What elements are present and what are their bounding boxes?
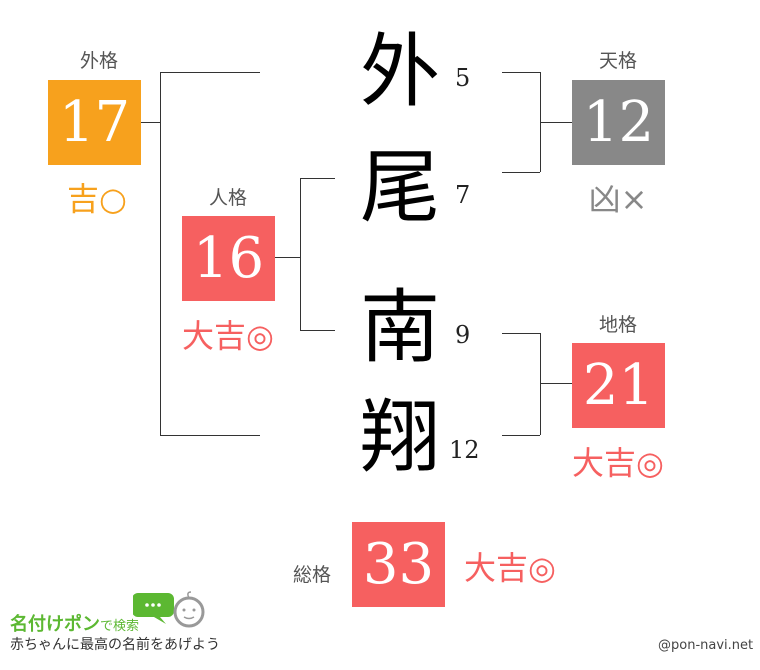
outer-line-vertical bbox=[160, 72, 161, 435]
outer-connector bbox=[140, 122, 160, 123]
logo-title: 名付けポンで検索 bbox=[10, 610, 139, 636]
soukaku-fortune: 大吉◎ bbox=[464, 549, 556, 587]
name-char: 翔 bbox=[360, 391, 440, 484]
tenkaku-fortune: 凶× bbox=[588, 180, 648, 218]
ten-line-top bbox=[502, 72, 540, 73]
jinkaku-box: 16 bbox=[182, 216, 275, 301]
chi-line-top bbox=[502, 333, 540, 334]
chikaku-label: 地格 bbox=[598, 314, 638, 336]
chi-line-bottom bbox=[502, 435, 540, 436]
jin-line-top bbox=[300, 178, 335, 179]
name-char: 南 bbox=[360, 281, 440, 374]
name-char: 尾 bbox=[360, 141, 440, 234]
stroke-count: 7 bbox=[455, 181, 471, 209]
soukaku-label: 総格 bbox=[292, 564, 332, 586]
jin-connector bbox=[275, 257, 300, 258]
jinkaku-label: 人格 bbox=[208, 187, 248, 209]
gaikaku-box: 17 bbox=[48, 80, 141, 165]
tenkaku-box: 12 bbox=[572, 80, 665, 165]
ten-connector bbox=[540, 122, 572, 123]
stroke-count: 5 bbox=[455, 64, 471, 92]
chikaku-box: 21 bbox=[572, 343, 665, 428]
name-char: 外 bbox=[360, 25, 440, 118]
soukaku-box: 33 bbox=[352, 522, 445, 607]
chi-line-vertical bbox=[540, 333, 541, 435]
credit: @pon-navi.net bbox=[658, 638, 754, 653]
chikaku-fortune: 大吉◎ bbox=[572, 444, 664, 482]
jin-line-bottom bbox=[300, 330, 335, 331]
chat-baby-icon bbox=[133, 591, 205, 628]
ten-line-bottom bbox=[502, 172, 540, 173]
gaikaku-label: 外格 bbox=[79, 50, 119, 72]
stroke-count: 12 bbox=[449, 436, 480, 464]
outer-line-bottom bbox=[160, 435, 260, 436]
tenkaku-label: 天格 bbox=[598, 50, 638, 72]
logo-suffix: で検索 bbox=[100, 619, 140, 634]
logo-tagline: 赤ちゃんに最高の名前をあげよう bbox=[10, 637, 220, 653]
jin-line-vertical bbox=[300, 178, 301, 330]
chi-connector bbox=[540, 383, 572, 384]
outer-line-top bbox=[160, 72, 260, 73]
gaikaku-fortune: 吉○ bbox=[67, 180, 127, 218]
stroke-count: 9 bbox=[455, 321, 471, 349]
logo-title-text: 名付けポン bbox=[10, 614, 100, 635]
jinkaku-fortune: 大吉◎ bbox=[182, 317, 274, 355]
